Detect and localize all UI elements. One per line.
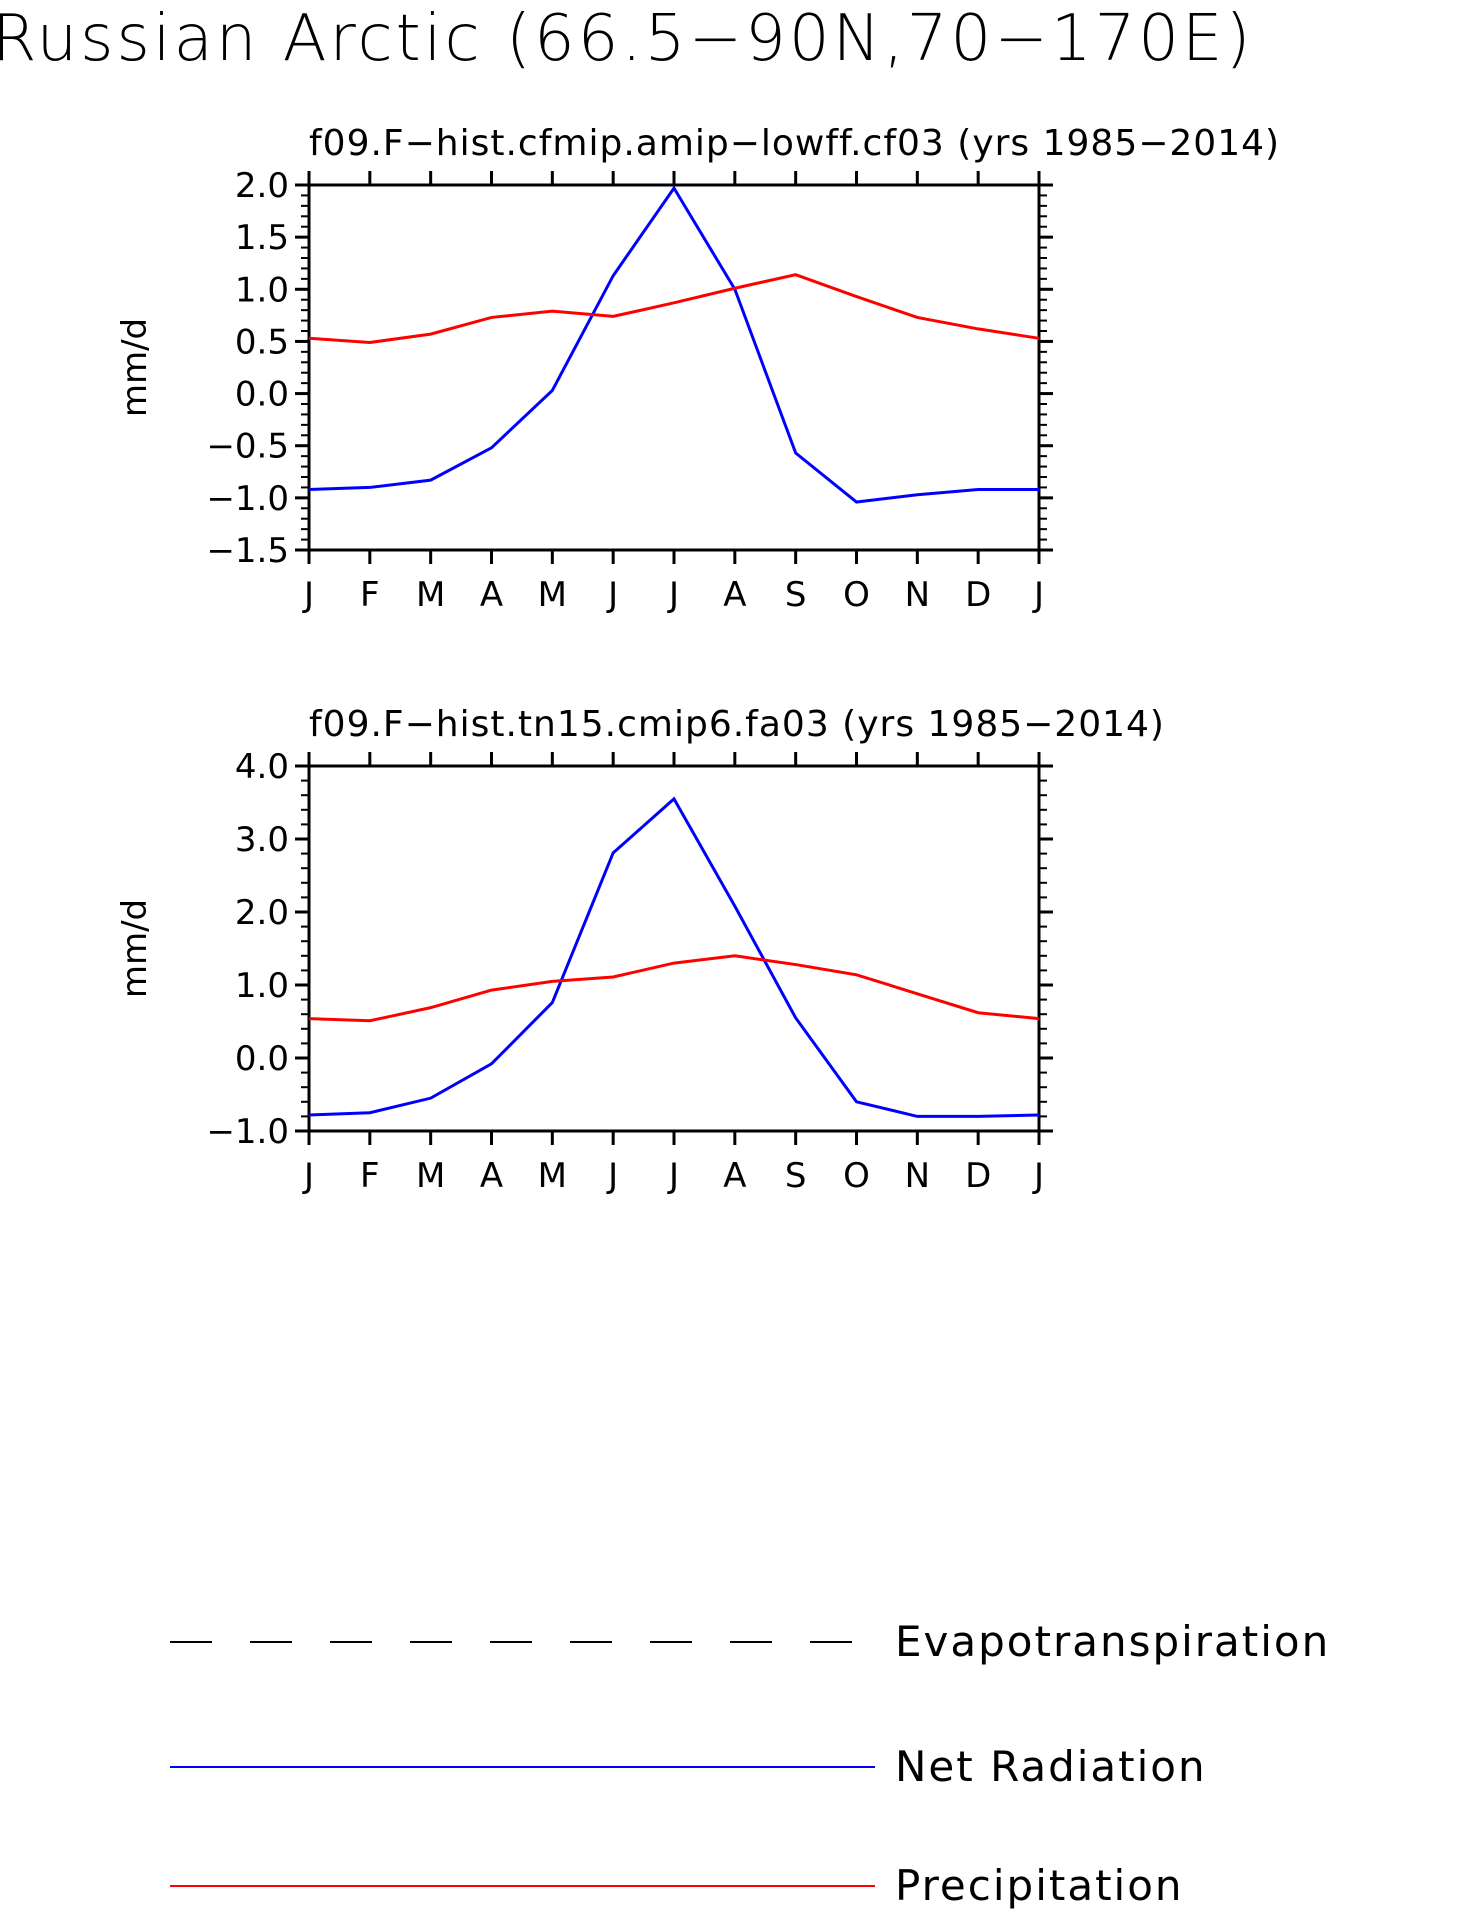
y-tick-label: 1.0 [235,270,289,310]
plot-frame [307,183,1041,552]
x-tick-label: S [785,1156,807,1196]
y-tick-label: −1.0 [206,479,289,519]
x-tick-label: J [1032,1156,1044,1196]
x-tick-label: M [538,575,567,615]
y-tick-label: 1.5 [235,218,289,258]
x-tick-label: N [905,575,930,615]
x-tick-label: N [905,1156,930,1196]
plot-frame [307,764,1041,1133]
x-tick-label: O [843,1156,870,1196]
panel-top: f09.F−hist.cfmip.amip−lowff.cf03 (yrs 19… [115,123,1280,615]
panel-bottom: f09.F−hist.tn15.cmip6.fa03 (yrs 1985−201… [115,704,1165,1196]
x-tick-label: J [667,575,679,615]
x-tick-label: A [723,1156,746,1196]
x-tick-label: M [538,1156,567,1196]
y-tick-label: −0.5 [206,427,289,467]
x-tick-label: J [302,575,314,615]
y-tick-label: 1.0 [235,966,289,1006]
legend-label: Evapotranspiration [895,1617,1330,1666]
panel-title: f09.F−hist.tn15.cmip6.fa03 (yrs 1985−201… [309,704,1165,745]
x-tick-label: J [606,575,618,615]
x-tick-label: F [360,575,380,615]
x-tick-label: J [1032,575,1044,615]
panel-title: f09.F−hist.cfmip.amip−lowff.cf03 (yrs 19… [309,123,1280,164]
x-tick-label: F [360,1156,380,1196]
y-tick-label: 0.0 [235,1039,289,1079]
series-line-net-radiation [308,185,1039,504]
main-title: Russian Arctic (66.5−90N,70−170E) [0,2,1253,76]
legend: Evapotranspiration Net Radiation Precipita… [170,1617,1330,1910]
x-tick-label: J [302,1156,314,1196]
y-axis-label: mm/d [115,318,155,417]
y-tick-label: −1.0 [206,1112,289,1152]
series-line-precipitation [308,273,1040,344]
y-tick-label: 0.0 [235,375,289,415]
series-line-precipitation [308,954,1040,1023]
x-tick-label: S [785,575,807,615]
y-tick-label: 3.0 [235,820,289,860]
x-tick-label: D [965,1156,991,1196]
x-tick-label: J [606,1156,618,1196]
x-tick-label: A [480,1156,503,1196]
x-tick-label: M [416,575,445,615]
x-tick-label: M [416,1156,445,1196]
x-tick-label: J [667,1156,679,1196]
x-tick-label: A [480,575,503,615]
x-tick-label: A [723,575,746,615]
y-tick-label: 0.5 [235,322,289,362]
y-tick-label: 2.0 [235,893,289,933]
legend-label: Net Radiation [895,1742,1207,1791]
y-tick-label: 2.0 [235,166,289,206]
y-axis-label: mm/d [115,899,155,998]
y-tick-label: −1.5 [206,531,289,571]
x-tick-label: O [843,575,870,615]
series-line-net-radiation [308,796,1040,1118]
x-tick-label: D [965,575,991,615]
y-tick-label: 4.0 [235,747,289,787]
legend-label: Precipitation [895,1861,1184,1910]
